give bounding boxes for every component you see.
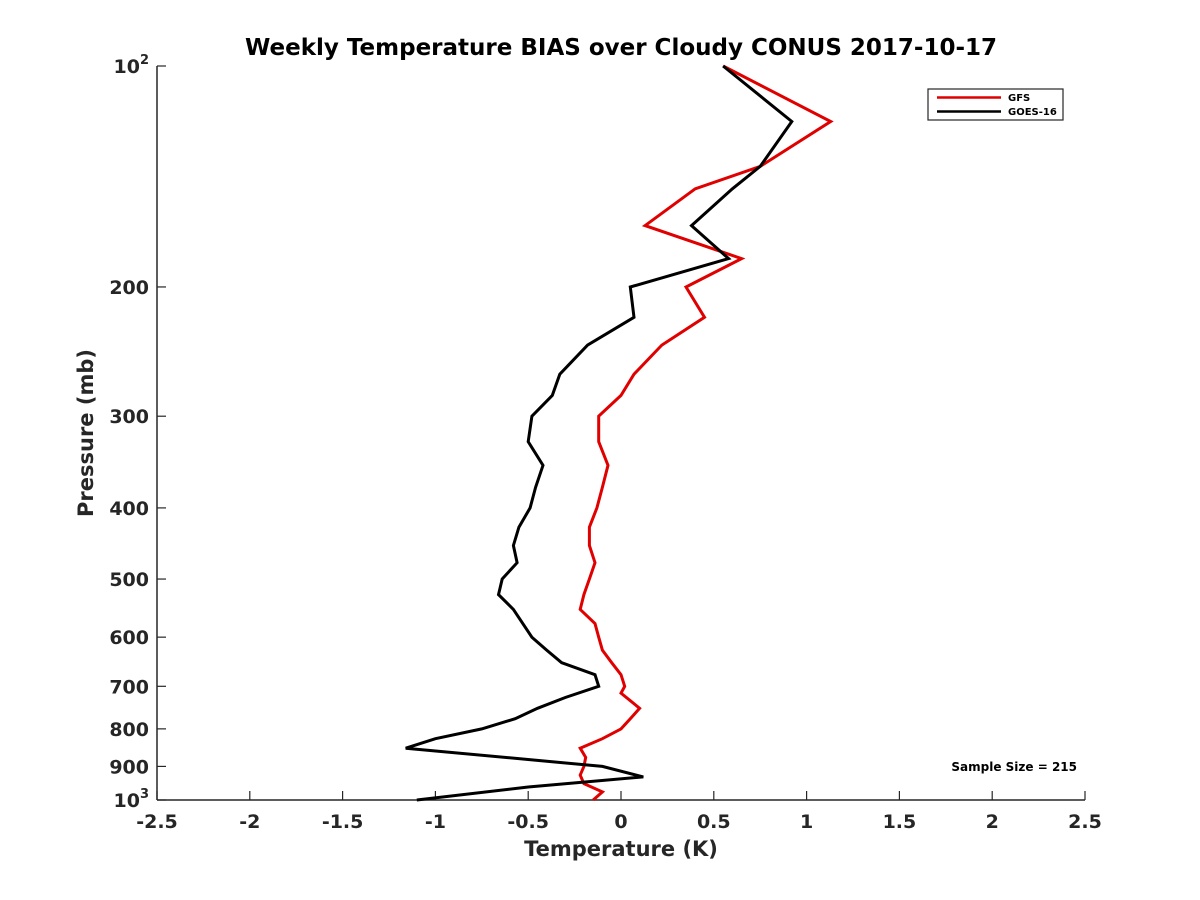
y-tick-label: 900 (109, 756, 149, 778)
y-tick-label: 700 (109, 676, 149, 698)
x-tick-label: 1 (800, 811, 813, 833)
x-axis-label: Temperature (K) (524, 837, 718, 861)
y-tick-label: 103 (114, 787, 150, 812)
x-tick-label: 0.5 (697, 811, 731, 833)
x-tick-label: 2 (986, 811, 999, 833)
series-line-gfs (578, 64, 834, 802)
x-tick-label: 0 (614, 811, 627, 833)
y-tick-label: 300 (109, 406, 149, 428)
y-tick-label: 400 (109, 498, 149, 520)
x-tick-label: 1.5 (883, 811, 917, 833)
x-tick-label: -1.5 (322, 811, 364, 833)
x-tick-label: -2 (239, 811, 260, 833)
axes: -2.5 -2 -1.5 -1 -0.5 0 0.5 1 1.5 2 2.5 102 200 300 400… (109, 53, 1102, 833)
series-line-goes-16 (405, 64, 794, 802)
legend-box (927, 88, 1064, 121)
sample-size-annotation: Sample Size = 215 (951, 760, 1077, 774)
series-layer (405, 64, 834, 802)
y-axis-label: Pressure (mb) (74, 349, 98, 517)
y-tick-label: 200 (109, 277, 149, 299)
legend: GFS GOES-16 (927, 88, 1064, 121)
x-tick-label: -2.5 (136, 811, 178, 833)
y-tick-label: 600 (109, 627, 149, 649)
y-tick-label: 102 (114, 53, 150, 78)
legend-label-gfs: GFS (1008, 93, 1030, 104)
y-tick-label: 800 (109, 719, 149, 741)
x-tick-label: 2.5 (1068, 811, 1102, 833)
legend-label-goes-16: GOES-16 (1008, 107, 1057, 118)
chart-title: Weekly Temperature BIAS over Cloudy CONU… (245, 35, 997, 61)
x-tick-label: -0.5 (507, 811, 549, 833)
y-tick-label: 500 (109, 569, 149, 591)
x-tick-label: -1 (425, 811, 446, 833)
